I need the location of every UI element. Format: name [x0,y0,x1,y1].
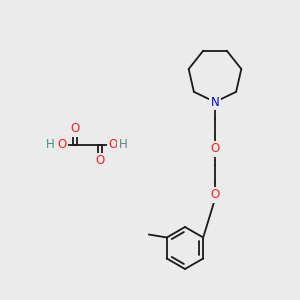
Text: N: N [211,95,219,109]
Text: H: H [118,139,127,152]
Text: O: O [210,188,220,202]
Text: O: O [210,142,220,155]
Text: H: H [46,139,54,152]
Text: O: O [108,139,118,152]
Text: O: O [70,122,80,136]
Text: O: O [95,154,105,167]
Text: O: O [57,139,67,152]
